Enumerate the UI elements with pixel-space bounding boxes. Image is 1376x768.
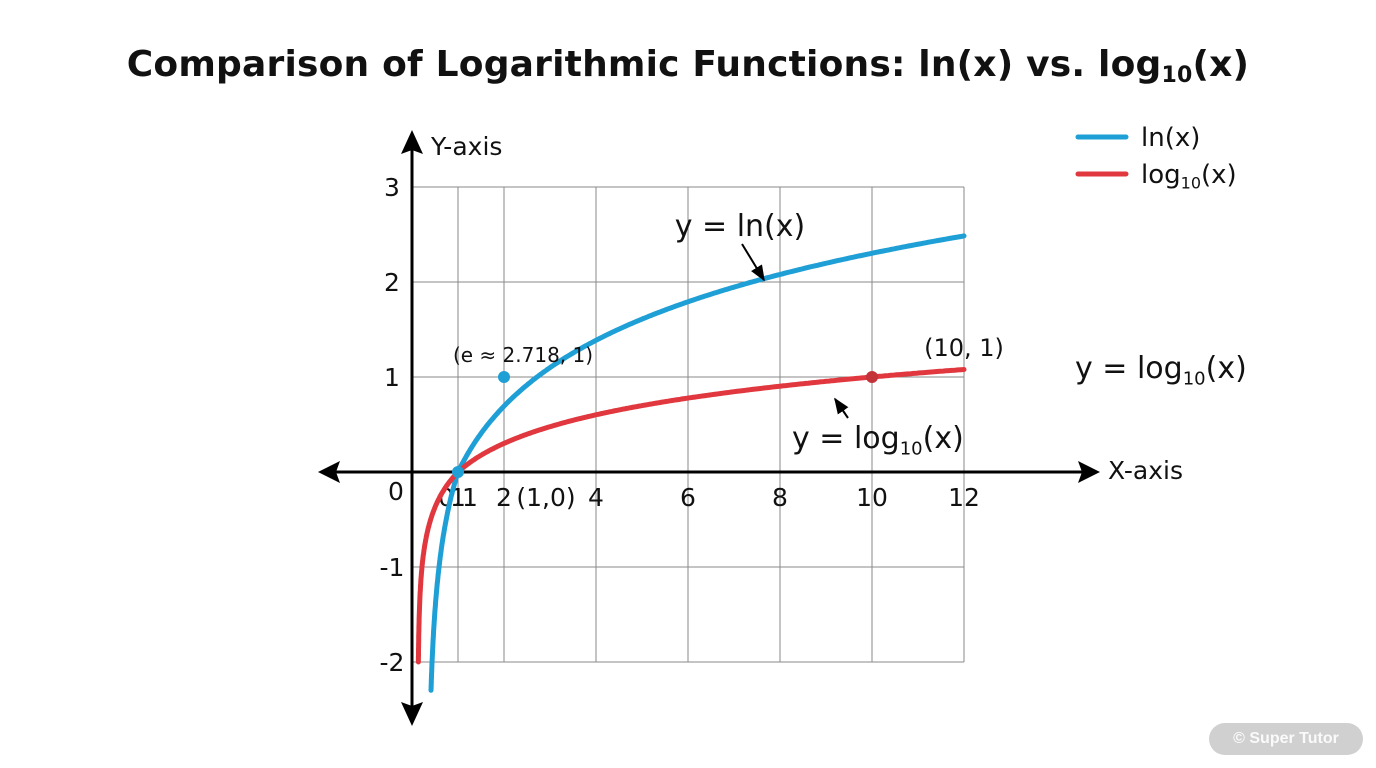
x-tick-label: 2 — [496, 483, 512, 512]
point-1-0 — [452, 466, 464, 478]
curve-label-log10: y = log10(x) — [792, 421, 964, 460]
x-axis-arrow-right — [1078, 461, 1100, 483]
curve-label-ln: y = ln(x) — [675, 209, 805, 244]
points — [452, 371, 878, 478]
y-axis-title: Y-axis — [430, 132, 502, 161]
annotation-10-1: (10, 1) — [924, 334, 1004, 362]
side-label-log10: y = log10(x) — [1075, 351, 1247, 390]
x-tick-label: 10 — [856, 483, 888, 512]
x-axis-arrow-left — [318, 461, 340, 483]
series-lines — [415, 233, 967, 693]
x-axis-title: X-axis — [1108, 456, 1183, 485]
y-tick-label: 1 — [384, 363, 400, 392]
x-tick-label: 12 — [948, 483, 980, 512]
x-tick-label: 4 — [588, 483, 604, 512]
y-axis-arrow-down — [401, 702, 423, 726]
legend-label-ln: ln(x) — [1141, 123, 1200, 153]
point-e-ln — [498, 371, 510, 383]
annotation-origin-point: (1,0) — [516, 483, 575, 512]
series-line-ln — [428, 233, 967, 693]
legend-label-log10: log10(x) — [1141, 160, 1237, 193]
y-tick-label: 2 — [384, 268, 400, 297]
annotation-e-point: (e ≈ 2.718, 1) — [453, 343, 593, 367]
curve-label-ln-arrow — [741, 243, 765, 282]
y-tick-label: 3 — [384, 173, 400, 202]
axes: X-axis Y-axis — [318, 130, 1183, 726]
annotations: (e ≈ 2.718, 1) (10, 1) (1,0) y = ln(x) y = l… — [453, 209, 1247, 512]
origin-label: 0 — [388, 477, 404, 506]
series-line-log10 — [415, 367, 967, 665]
x-tick-label: 8 — [772, 483, 788, 512]
watermark-badge: © Super Tutor — [1209, 723, 1363, 755]
y-tick-label: -1 — [380, 553, 405, 582]
legend: ln(x) log10(x) — [1075, 123, 1237, 193]
chart-title: Comparison of Logarithmic Functions: ln(… — [126, 44, 1250, 88]
y-axis-arrow-up — [401, 130, 423, 154]
point-10-log10 — [866, 371, 878, 383]
x-tick-label: 6 — [680, 483, 696, 512]
y-tick-label: -2 — [380, 648, 405, 677]
curve-label-log10-arrow — [834, 397, 849, 419]
